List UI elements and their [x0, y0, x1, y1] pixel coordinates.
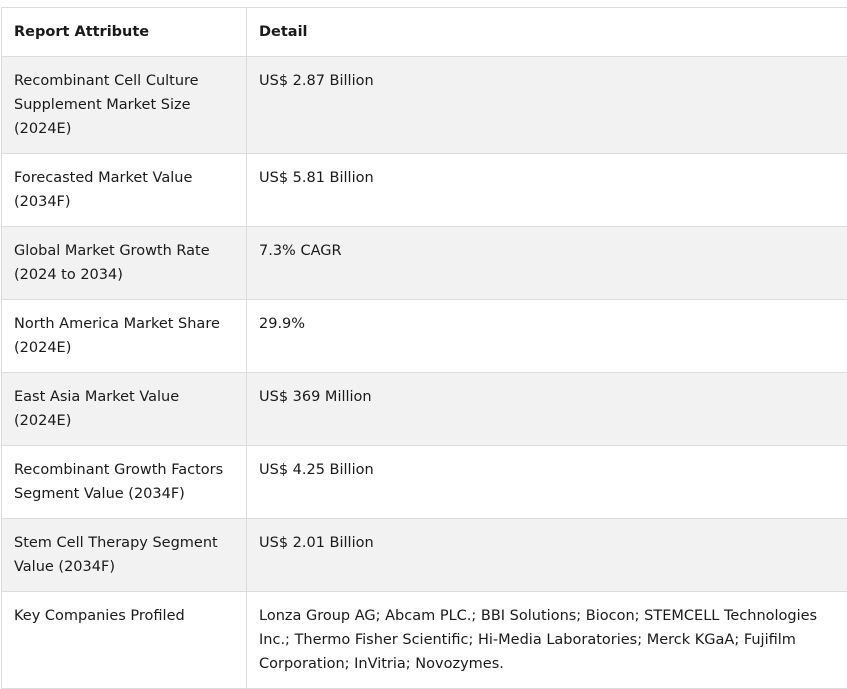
table-row: East Asia Market Value (2024E) US$ 369 M…	[2, 373, 847, 446]
row-attribute: Global Market Growth Rate (2024 to 2034)	[2, 227, 247, 300]
table-row: Stem Cell Therapy Segment Value (2034F) …	[2, 519, 847, 592]
row-detail: US$ 369 Million	[247, 373, 847, 446]
row-attribute: Key Companies Profiled	[2, 592, 247, 689]
row-detail: US$ 5.81 Billion	[247, 154, 847, 227]
row-attribute: Recombinant Cell Culture Supplement Mark…	[2, 57, 247, 154]
row-attribute: Forecasted Market Value (2034F)	[2, 154, 247, 227]
header-report-attribute: Report Attribute	[2, 8, 247, 57]
row-detail: 29.9%	[247, 300, 847, 373]
row-detail: US$ 2.87 Billion	[247, 57, 847, 154]
table-row: Forecasted Market Value (2034F) US$ 5.81…	[2, 154, 847, 227]
row-detail: US$ 2.01 Billion	[247, 519, 847, 592]
row-attribute: North America Market Share (2024E)	[2, 300, 247, 373]
row-attribute: Recombinant Growth Factors Segment Value…	[2, 446, 247, 519]
table-row: Recombinant Growth Factors Segment Value…	[2, 446, 847, 519]
table-row: Key Companies Profiled Lonza Group AG; A…	[2, 592, 847, 689]
report-attribute-table: Report Attribute Detail Recombinant Cell…	[1, 7, 847, 689]
header-detail: Detail	[247, 8, 847, 57]
row-attribute: Stem Cell Therapy Segment Value (2034F)	[2, 519, 247, 592]
table-row: Global Market Growth Rate (2024 to 2034)…	[2, 227, 847, 300]
table-header-row: Report Attribute Detail	[2, 8, 847, 57]
table-row: Recombinant Cell Culture Supplement Mark…	[2, 57, 847, 154]
row-detail: 7.3% CAGR	[247, 227, 847, 300]
row-attribute: East Asia Market Value (2024E)	[2, 373, 247, 446]
row-detail: Lonza Group AG; Abcam PLC.; BBI Solution…	[247, 592, 847, 689]
table-row: North America Market Share (2024E) 29.9%	[2, 300, 847, 373]
row-detail: US$ 4.25 Billion	[247, 446, 847, 519]
